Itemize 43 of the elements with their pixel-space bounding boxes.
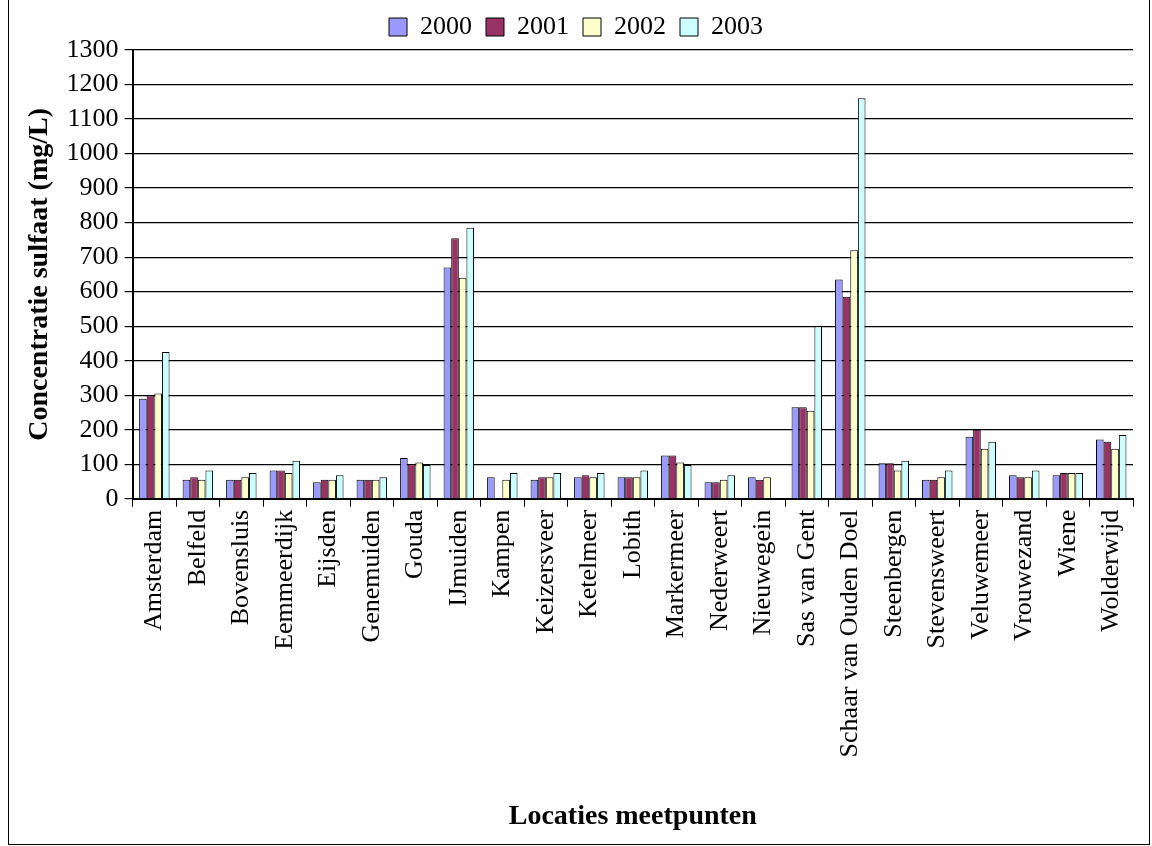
y-tick-label: 0 [105,482,119,512]
x-tick-label: Wolderwijd [1095,509,1125,632]
x-tick-label: Bovensluis [225,509,255,626]
y-tick-label: 1200 [66,68,119,98]
x-tick-label: Amsterdam [138,509,168,632]
legend-label: 2001 [517,10,569,40]
x-tick-label: Wiene [1051,509,1081,577]
x-tick-label: Nieuwegein [747,509,777,636]
y-tick-label: 700 [79,240,119,270]
y-tick-label: 400 [79,344,119,374]
y-tick-label: 600 [79,275,119,305]
x-tick-label: Lobith [616,509,646,580]
y-tick-label: 200 [79,413,119,443]
y-tick-label: 1300 [66,33,119,63]
x-tick-label: Veluwemeer [964,509,994,640]
x-tick-label: Steenbergen [877,509,907,638]
x-tick-label: Schaar van Ouden Doel [834,509,864,758]
legend-label: 2003 [711,10,763,40]
x-tick-label: Gouda [399,509,429,580]
y-tick-label: 1000 [66,137,119,167]
x-tick-label: Eijsden [312,509,342,588]
y-tick-label: 300 [79,379,119,409]
x-tick-label: Keizersveer [529,509,559,634]
y-tick-label: 500 [79,309,119,339]
x-tick-label: Belfeld [181,509,211,587]
legend-label: 2000 [420,10,472,40]
y-axis-title: Concentratie sulfaat (mg/L) [22,107,54,441]
x-tick-label: Eemmeerdijk [268,509,298,650]
y-tick-label: 800 [79,206,119,236]
y-tick-label: 1100 [67,102,119,132]
x-tick-label: Stevensweert [921,508,951,649]
x-tick-label: Genemuiden [355,509,385,643]
x-axis-title: Locaties meetpunten [508,799,758,831]
x-tick-label: Sas van Gent [790,508,820,647]
x-tick-label: Kampen [486,509,516,598]
x-tick-label: Ketelmeer [573,509,603,619]
x-tick-label: Nederweert [703,509,733,632]
x-tick-label: Vrouwezand [1008,509,1038,642]
legend-label: 2002 [614,10,666,40]
x-tick-label: IJmuiden [442,509,472,607]
x-tick-label: Markermeer [660,509,690,639]
y-tick-label: 900 [79,171,119,201]
y-tick-label: 100 [79,448,119,478]
